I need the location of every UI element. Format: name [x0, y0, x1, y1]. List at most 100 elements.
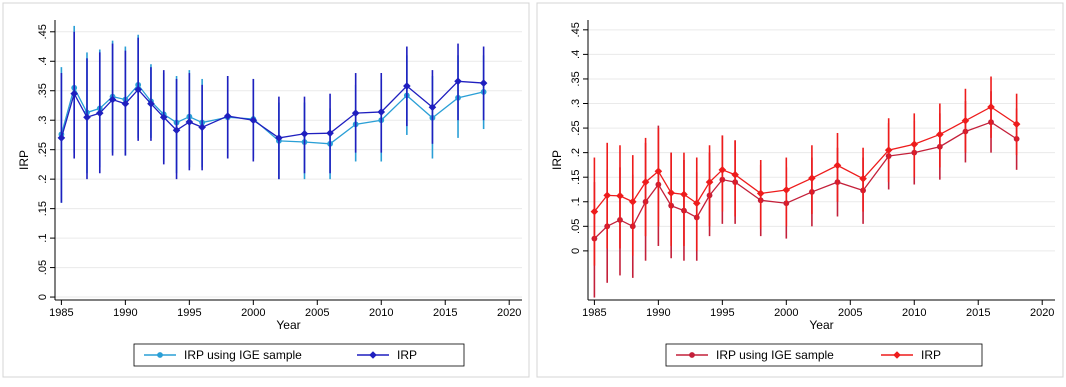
x-tick-label: 2000 [774, 307, 798, 319]
x-tick-label: 2015 [433, 307, 457, 319]
y-tick-label: .05 [37, 260, 49, 275]
legend-swatch-marker [369, 351, 377, 359]
data-point [692, 199, 701, 208]
data-point [403, 82, 411, 90]
y-axis-title: IRP [17, 150, 31, 170]
data-point [428, 103, 437, 112]
y-tick-label: 0 [570, 248, 582, 254]
y-tick-label: .25 [570, 120, 582, 135]
data-point [859, 174, 867, 183]
x-tick-label: 2015 [966, 307, 990, 319]
data-point [300, 129, 309, 138]
x-axis-title: Year [809, 318, 833, 332]
data-point [628, 197, 637, 206]
x-tick-label: 2020 [497, 307, 521, 319]
x-tick-label: 1990 [113, 307, 137, 319]
data-point [198, 123, 206, 132]
data-point [756, 189, 765, 198]
y-tick-label: .4 [37, 57, 49, 66]
data-point [57, 134, 66, 142]
data-point [808, 174, 816, 182]
legend-label: IRP using IGE sample [716, 348, 834, 362]
data-point [590, 207, 599, 216]
legend-swatch-marker [893, 351, 901, 359]
y-tick-label: .35 [37, 83, 49, 98]
data-point [782, 186, 791, 194]
y-tick-label: .4 [570, 50, 582, 59]
legend-label: IRP using IGE sample [184, 348, 302, 362]
data-point [172, 126, 181, 135]
data-point [108, 95, 117, 104]
data-point [616, 192, 624, 200]
legend-label: IRP [921, 348, 941, 362]
data-point [479, 79, 488, 87]
chart-panel-2: 0 .05 .1 .15 .2 .25 .3 .35 .4 .45 1985 1990 1995 2000… [536, 2, 1064, 378]
data-point [718, 166, 727, 174]
data-point [833, 161, 842, 170]
data-point [987, 103, 995, 111]
data-point [223, 112, 232, 120]
x-tick-label: 1985 [49, 307, 73, 319]
y-tick-label: .2 [37, 175, 49, 184]
data-point [654, 167, 663, 176]
data-point [731, 170, 739, 179]
legend-box [133, 343, 465, 367]
data-point [121, 99, 130, 108]
legend-swatch-marker [689, 352, 695, 358]
panel-frame [2, 2, 530, 378]
x-tick-label: 2005 [838, 307, 862, 319]
legend-item-1: IRP using IGE sample [676, 348, 834, 362]
data-point [147, 99, 155, 108]
data-point [377, 108, 386, 116]
data-point [351, 109, 360, 117]
data-point [83, 113, 91, 122]
chart-panel-1: 0 .05 .1 .15 .2 .25 .3 .35 .4 .45 1985 1990 1995 2000… [2, 2, 530, 378]
y-tick-label: .15 [570, 170, 582, 185]
series-2 [57, 31, 488, 203]
data-point [249, 116, 258, 125]
x-tick-label: 1990 [646, 307, 670, 319]
data-point [961, 116, 970, 125]
y-tick-label: .1 [37, 234, 49, 243]
y-tick-label: .05 [570, 219, 582, 234]
legend-item-2: IRP [881, 348, 941, 362]
data-point [326, 129, 334, 137]
y-tick-label: .15 [37, 201, 49, 216]
x-axis-title: Year [276, 318, 300, 332]
x-tick-label: 2010 [369, 307, 393, 319]
x-tick-label: 2020 [1030, 307, 1054, 319]
y-axis-title: IRP [550, 150, 564, 170]
y-tick-label: .3 [570, 99, 582, 108]
x-tick-label: 2000 [241, 307, 265, 319]
data-point [159, 113, 168, 122]
x-tick-label: 1985 [582, 307, 606, 319]
data-point [641, 178, 650, 186]
x-tick-label: 2005 [305, 307, 329, 319]
data-point [680, 190, 688, 199]
legend-item-2: IRP [357, 348, 417, 362]
y-tick-label: .2 [570, 148, 582, 157]
legend-swatch-marker [157, 352, 163, 358]
y-tick-label: .3 [37, 116, 49, 125]
panel-frame [536, 2, 1064, 378]
legend-item-1: IRP using IGE sample [144, 348, 302, 362]
series-2 [590, 76, 1021, 266]
data-point [134, 85, 142, 94]
y-tick-label: .1 [570, 197, 582, 206]
data-point [454, 77, 462, 86]
x-tick-label: 2010 [902, 307, 926, 319]
legend-box [665, 343, 983, 367]
data-point [667, 189, 675, 197]
y-tick-label: .25 [37, 142, 49, 157]
data-point [95, 109, 104, 117]
data-point [185, 118, 194, 126]
data-point [275, 134, 283, 142]
data-point [70, 89, 78, 98]
legend: IRP using IGE sample IRP [133, 343, 465, 367]
data-point [910, 140, 919, 149]
data-point [1012, 120, 1021, 128]
y-tick-label: .45 [570, 22, 582, 37]
x-tick-label: 1995 [177, 307, 201, 319]
data-point [936, 130, 944, 139]
